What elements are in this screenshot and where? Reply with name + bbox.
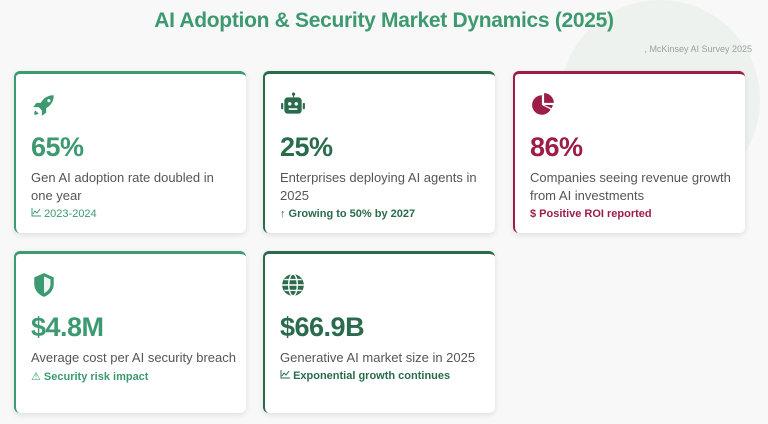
stat-value: 65%	[31, 132, 84, 162]
stat-description: Gen AI adoption rate doubled in one year	[31, 170, 214, 203]
stat-card-agents: 25% Enterprises deploying AI agents in 2…	[263, 71, 495, 233]
stat-description: Average cost per AI security breach	[31, 350, 236, 365]
stat-value: 86%	[530, 132, 583, 162]
stat-note-text: 2023-2024	[44, 208, 97, 220]
pie-chart-icon	[532, 93, 554, 115]
stat-note: $ Positive ROI reported	[530, 208, 652, 220]
globe-icon	[282, 273, 304, 297]
stat-note: Exponential growth continues	[280, 370, 495, 382]
stat-note: ⚠ Security risk impact	[31, 371, 149, 383]
source-text: , McKinsey AI Survey 2025	[644, 44, 752, 54]
stat-card-breach-cost: $4.8M Average cost per AI security breac…	[14, 251, 246, 413]
stat-note: ↑ Growing to 50% by 2027	[280, 208, 416, 220]
stat-description: Generative AI market size in 2025	[280, 350, 476, 365]
stat-value: $66.9B	[280, 312, 365, 342]
page-title: AI Adoption & Security Market Dynamics (…	[154, 9, 614, 32]
chart-line-icon	[31, 208, 41, 217]
stat-card-market-size: $66.9B Generative AI market size in 2025…	[263, 251, 495, 413]
stat-card-adoption: 65% Gen AI adoption rate doubled in one …	[14, 71, 246, 233]
stat-description: Companies seeing revenue growth from AI …	[530, 170, 731, 203]
chart-line-icon	[280, 370, 290, 379]
stat-value: $4.8M	[31, 312, 104, 342]
stat-description: Enterprises deploying AI agents in 2025	[280, 170, 477, 203]
rocket-icon	[33, 95, 54, 116]
stat-note-text: Exponential growth continues	[293, 370, 451, 382]
stat-card-revenue: 86% Companies seeing revenue growth from…	[513, 71, 745, 233]
stat-value: 25%	[280, 132, 333, 162]
shield-icon	[34, 273, 54, 297]
robot-icon	[281, 92, 305, 114]
stat-note: 2023-2024	[31, 208, 246, 220]
